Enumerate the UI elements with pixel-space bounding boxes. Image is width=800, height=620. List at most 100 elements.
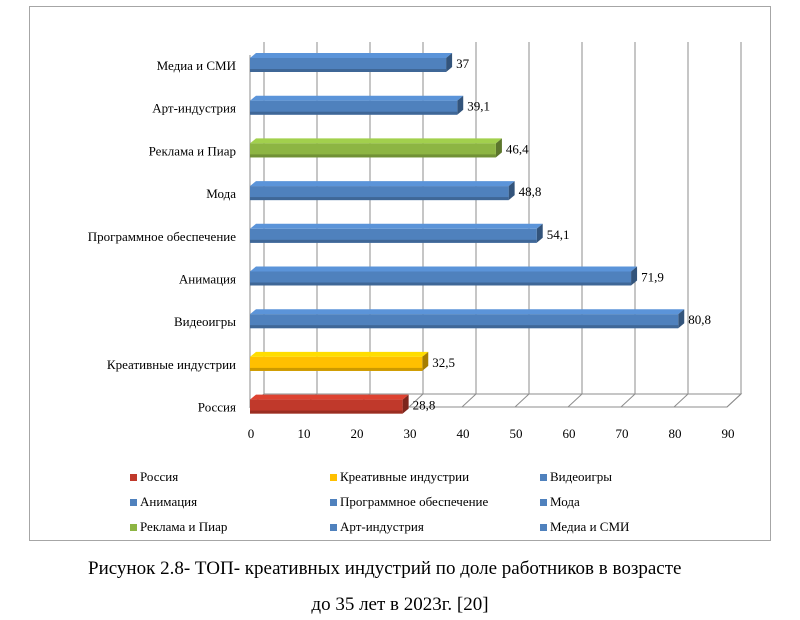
category-label: Видеоигры [174,314,236,329]
category-label: Мода [206,186,236,201]
floor-gridline [461,393,477,408]
legend-label: Россия [140,469,179,484]
floor-gridline [567,393,583,408]
x-tick-label: 90 [722,426,735,441]
legend-swatch [130,523,137,531]
category-label: Программное обеспечение [88,229,237,244]
bar-top [250,181,515,187]
chart-frame: 0 10 20 30 40 50 60 70 80 90 Медиа и СМИ 37 Арт-инду… [29,6,771,541]
bar [250,314,679,329]
bar-shadow [250,239,537,243]
data-label: 80,8 [688,312,711,327]
bar-top [250,351,429,357]
legend-item: Медиа и СМИ [540,519,629,535]
bar-end [402,394,409,414]
bar-shadow [250,197,509,201]
x-tick-label: 80 [669,426,682,441]
legend-item: Мода [540,494,580,510]
bar-end [495,138,502,158]
legend-swatch [540,523,547,531]
bar-top [250,223,543,229]
bar [250,271,632,286]
legend-label: Медиа и СМИ [550,519,630,534]
data-label: 39,1 [467,99,490,114]
legend-item: Россия [130,469,178,485]
legend-label: Арт-индустрия [340,519,424,534]
data-label: 54,1 [547,227,570,242]
bar-end [446,53,453,72]
bar-top [250,53,453,58]
legend-label: Мода [550,494,580,509]
data-label: 71,9 [641,270,664,285]
bar [250,100,458,115]
floor-gridline [673,393,689,408]
data-label: 28,8 [413,398,436,413]
category-label: Реклама и Пиар [149,143,236,158]
bar [250,143,496,158]
legend-swatch [540,473,547,481]
category-label: Арт-индустрия [152,101,236,116]
bar [250,186,509,201]
bar-top [250,266,638,272]
legend-swatch [130,473,137,481]
legend-swatch [130,498,137,506]
bar-top [250,309,685,315]
bar-end [508,181,515,201]
legend-swatch [540,498,547,506]
bar [250,58,447,72]
caption-line-2: до 35 лет в 2023г. [20] [311,594,489,615]
bar-shadow [250,325,679,329]
category-label: Анимация [179,272,236,287]
category-label: Россия [198,400,236,415]
x-tick-label: 70 [616,426,629,441]
bar-shadow [250,154,496,158]
legend-swatch [330,473,337,481]
legend-swatch [330,523,337,531]
bar-top [250,394,409,400]
caption-line-1: Рисунок 2.8- ТОП- креативных индустрий п… [88,558,682,579]
bar-end [457,95,464,115]
x-tick-label: 20 [351,426,364,441]
x-tick-label: 60 [563,426,576,441]
x-tick-label: 50 [510,426,523,441]
legend-swatch [330,498,337,506]
bar-end [422,351,429,371]
bar [250,399,403,414]
floor-gridline [726,393,742,408]
bar-end [678,309,685,329]
data-label: 46,4 [506,141,529,156]
x-tick-label: 30 [404,426,417,441]
bar-top [250,138,502,144]
category-label: Креативные индустрии [107,357,236,372]
data-label: 32,5 [432,355,455,370]
legend-item: Программное обеспечение [330,494,488,510]
legend-item: Арт-индустрия [330,519,424,535]
legend-label: Анимация [140,494,198,509]
bar-chart: 0 10 20 30 40 50 60 70 80 90 Медиа и СМИ 37 Арт-инду… [88,42,743,441]
bar-end [536,223,543,243]
legend-label: Видеоигры [550,469,613,484]
legend-item: Видеоигры [540,469,612,485]
bar-end [631,266,638,286]
bar [250,228,537,243]
bar-shadow [250,282,632,286]
legend-item: Анимация [130,494,197,510]
legend-label: Креативные индустрии [340,469,470,484]
bar-shadow [250,367,423,371]
data-label: 48,8 [519,184,542,199]
bar-top [250,95,464,101]
floor-gridline [408,393,424,408]
category-label: Медиа и СМИ [157,58,236,73]
legend-item: Реклама и Пиар [130,519,227,535]
bar [250,356,423,371]
bar-shadow [250,410,403,414]
bar-shadow [250,111,458,115]
data-label: 37 [456,56,470,71]
bar-shadow [250,69,447,72]
floor-gridline [514,393,530,408]
legend-label: Программное обеспечение [340,494,489,509]
legend-label: Реклама и Пиар [140,519,228,534]
legend-item: Креативные индустрии [330,469,469,485]
x-tick-label: 0 [248,426,255,441]
floor-gridline [620,393,636,408]
